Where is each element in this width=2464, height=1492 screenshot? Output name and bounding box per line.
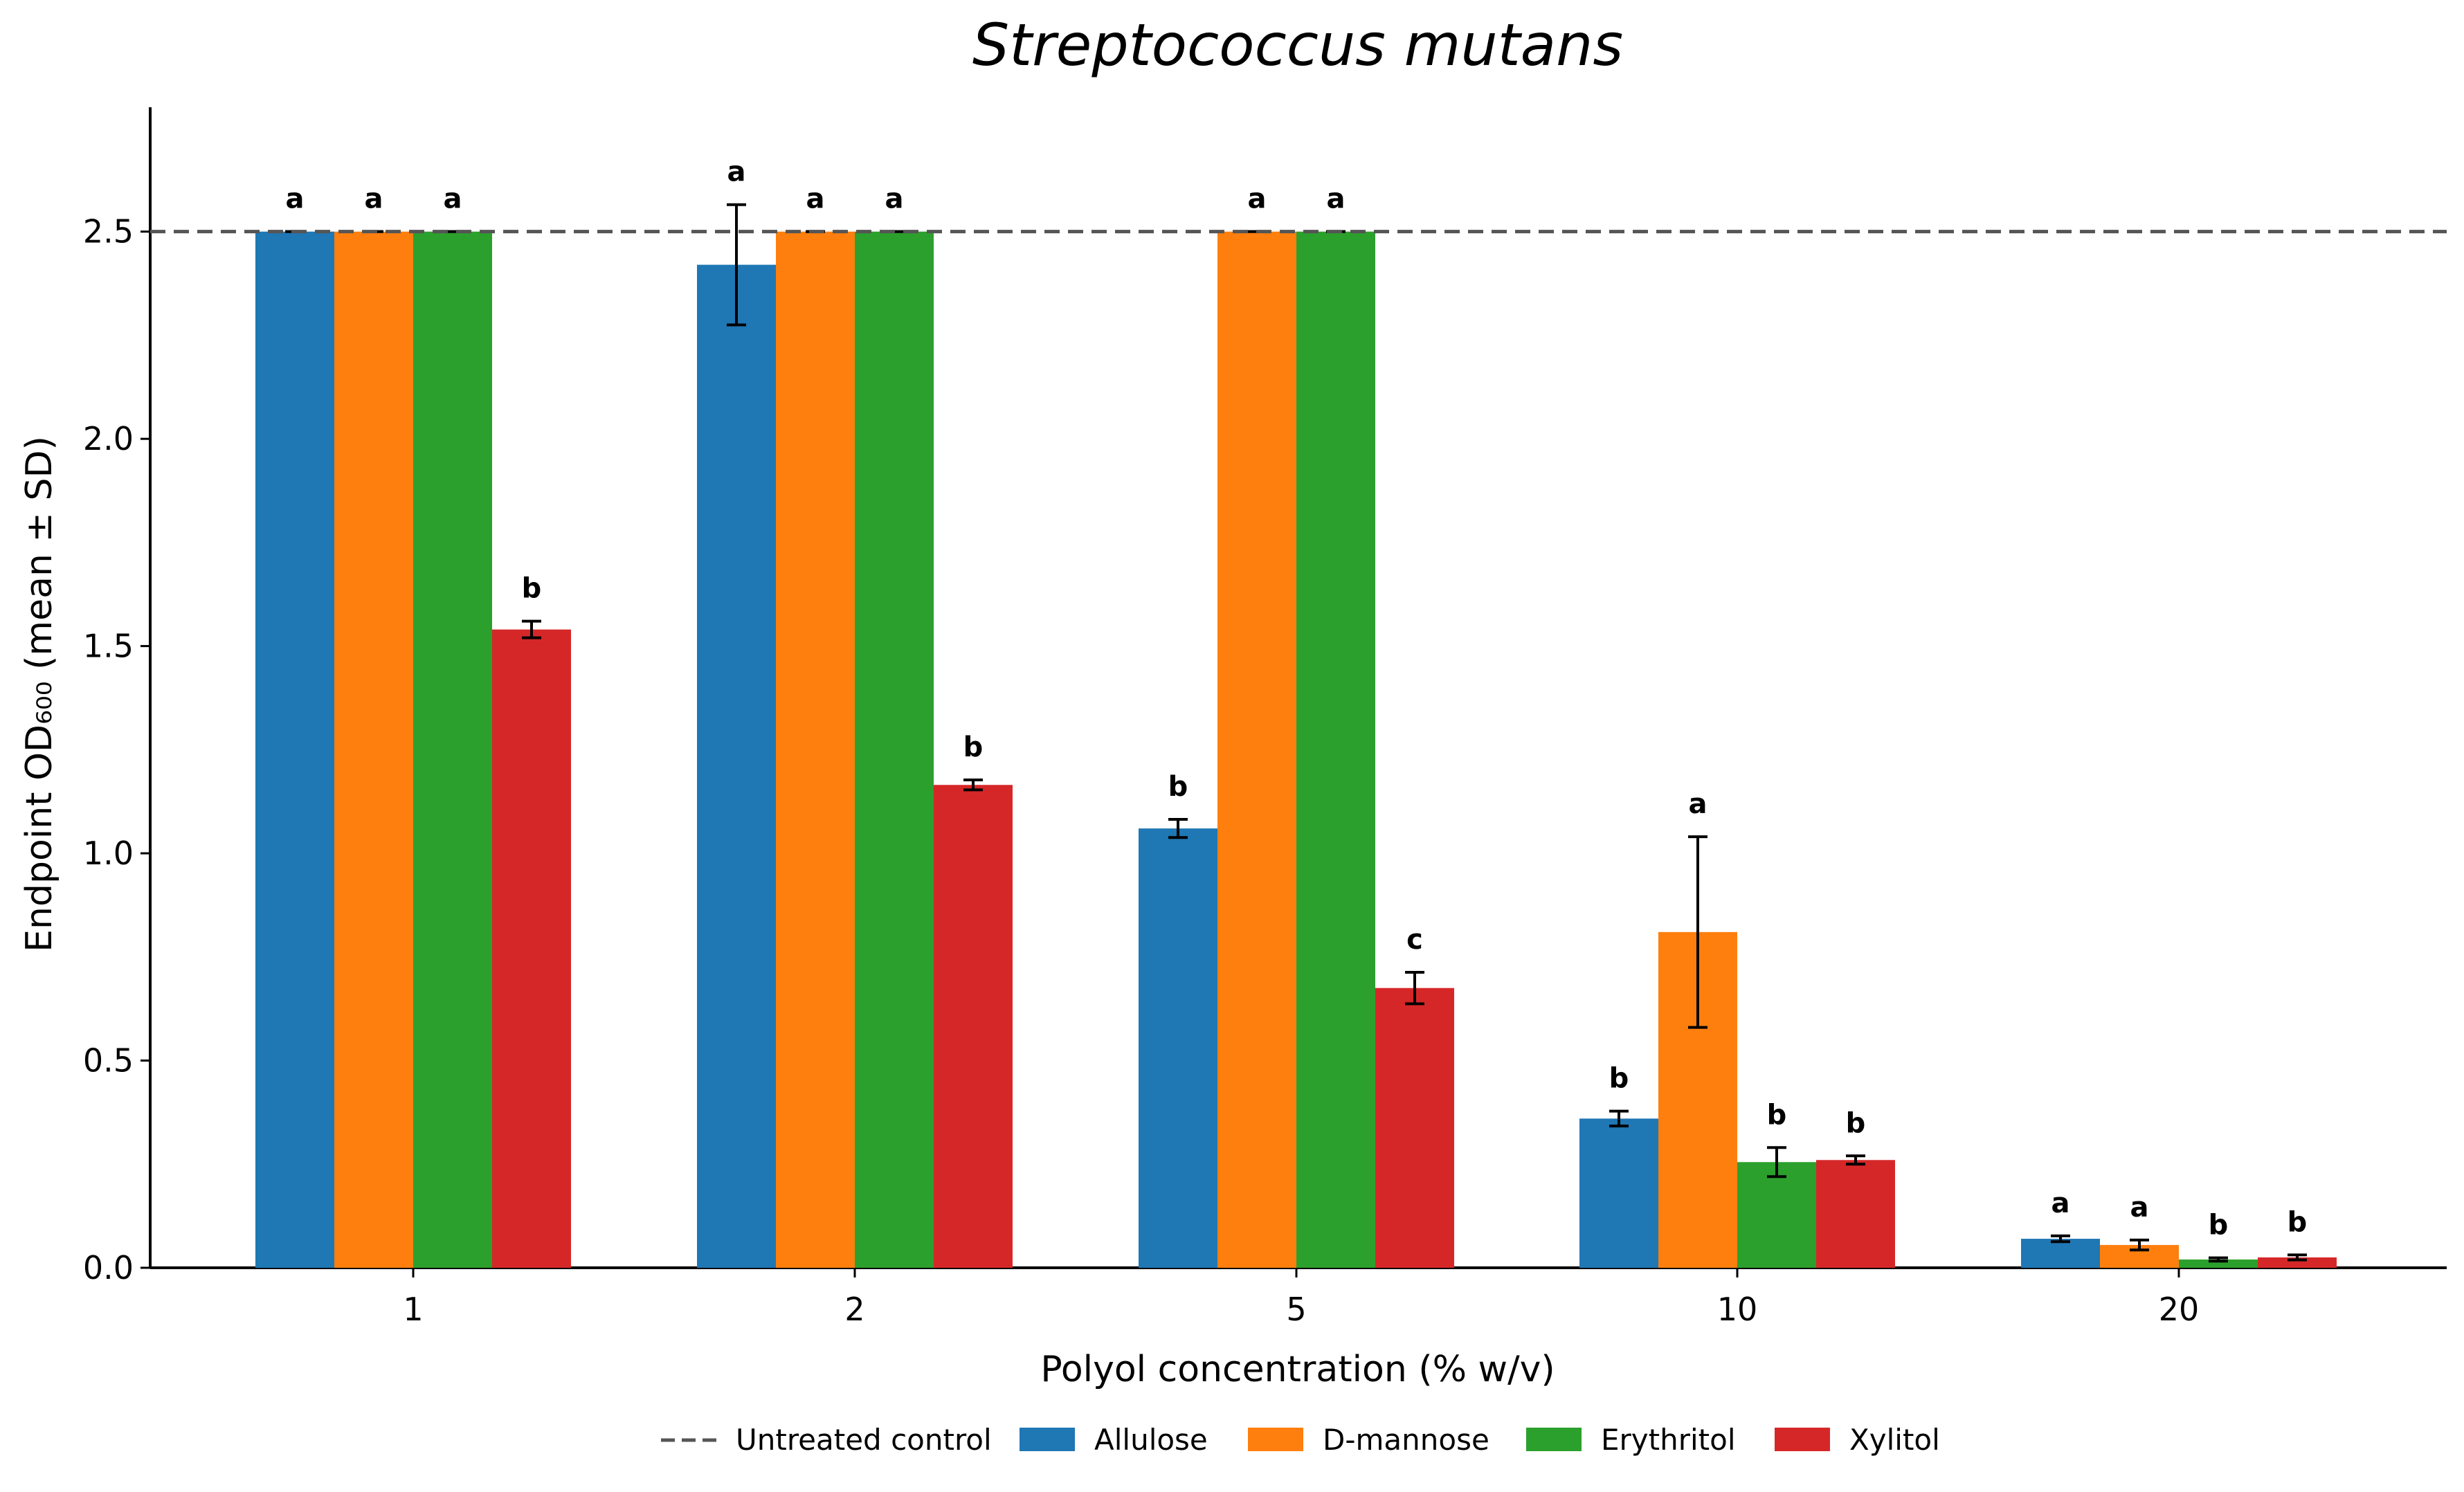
legend-swatch-erythritol [1526,1428,1582,1451]
significance-letter: b [2288,1206,2308,1238]
y-axis-label: Endpoint OD₆₀₀ (mean ± SD) [19,436,60,952]
x-axis-label: Polyol concentration (% w/v) [1040,1349,1555,1390]
bar-erythritol-2 [855,231,934,1268]
legend-label: D-mannose [1323,1423,1489,1457]
significance-letter: b [1168,771,1188,803]
significance-letter: a [885,183,904,215]
bar-erythritol-5 [1296,231,1375,1268]
x-tick-label: 2 [844,1291,864,1328]
bar-d-mannose-2 [776,231,855,1268]
bar-allulose-2 [697,264,776,1268]
chart-title: Streptococcus mutans [972,11,1623,79]
bar-d-mannose-5 [1217,231,1296,1268]
legend-label: Allulose [1094,1423,1208,1457]
bar-allulose-20 [2021,1239,2100,1268]
y-tick-label: 2.0 [83,420,134,457]
x-tick-label: 20 [2159,1291,2200,1328]
y-tick-label: 0.5 [83,1042,134,1080]
significance-letter: a [365,183,383,215]
significance-letter: b [522,573,542,605]
bar-erythritol-10 [1737,1162,1816,1268]
legend-swatch-d-mannose [1248,1428,1303,1451]
y-tick-label: 2.5 [83,213,134,251]
bar-erythritol-1 [413,231,492,1268]
legend-label: Untreated control [736,1423,992,1457]
legend-label: Erythritol [1601,1423,1736,1457]
legend-swatch-allulose [1020,1428,1075,1451]
significance-letter: b [963,731,984,763]
bar-allulose-1 [255,231,334,1268]
significance-letter: a [2051,1188,2070,1219]
significance-letter: b [1609,1063,1629,1095]
y-tick-label: 0.0 [83,1249,134,1286]
bar-allulose-5 [1139,828,1217,1268]
bar-erythritol-20 [2179,1259,2258,1268]
significance-letter: b [1767,1099,1787,1131]
bar-d-mannose-1 [334,231,413,1268]
y-tick-label: 1.5 [83,628,134,665]
significance-letter: b [2209,1210,2229,1241]
x-tick-label: 5 [1286,1291,1306,1328]
x-tick-label: 10 [1717,1291,1758,1328]
bar-xylitol-1 [492,629,571,1268]
bar-xylitol-5 [1375,988,1454,1268]
significance-letter: a [1248,183,1267,215]
legend-swatch-xylitol [1775,1428,1830,1451]
significance-letter: a [286,183,305,215]
significance-letter: a [806,183,825,215]
plot-area: 0.0 0.5 1.0 1.5 2.0 2.5 a a b b a a a a a a a a a b b b b c b b 1 2… [83,107,2447,1328]
x-tick-label: 1 [403,1291,423,1328]
significance-letter: c [1406,924,1423,956]
bar-allulose-10 [1579,1118,1658,1268]
significance-letter: a [1689,788,1707,820]
bar-xylitol-10 [1816,1160,1895,1268]
bar-xylitol-20 [2258,1257,2337,1268]
significance-letter: a [2130,1192,2149,1223]
significance-letter: a [444,183,462,215]
significance-letter: a [727,156,746,188]
y-tick-label: 1.0 [83,835,134,872]
bar-xylitol-2 [934,785,1013,1268]
significance-letter: b [1846,1107,1866,1139]
significance-letter: a [1327,183,1346,215]
legend-label: Xylitol [1849,1423,1940,1457]
legend: Untreated control Allulose D-mannose Erythr… [661,1423,1940,1457]
